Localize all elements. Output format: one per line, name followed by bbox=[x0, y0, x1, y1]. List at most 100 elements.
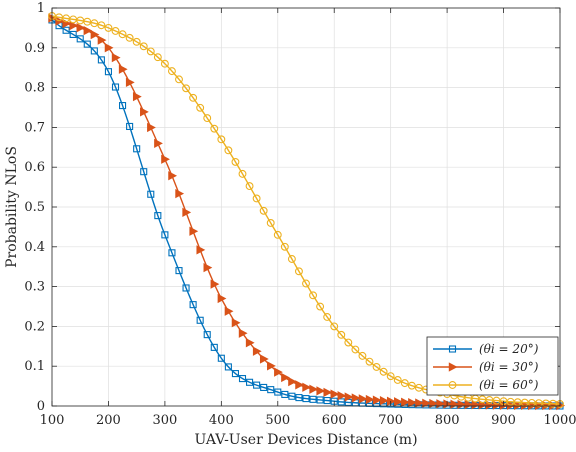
data-point bbox=[118, 64, 128, 74]
data-point bbox=[132, 37, 141, 46]
data-point bbox=[344, 338, 353, 347]
data-point bbox=[147, 122, 156, 133]
data-point bbox=[288, 376, 297, 387]
data-point bbox=[521, 400, 530, 411]
data-point bbox=[104, 43, 114, 53]
data-point bbox=[330, 322, 339, 331]
data-point bbox=[238, 328, 248, 338]
data-point bbox=[76, 35, 84, 43]
data-point bbox=[323, 313, 332, 321]
data-point bbox=[259, 206, 268, 215]
x-tick-label: 200 bbox=[96, 413, 121, 428]
data-point bbox=[316, 396, 324, 404]
data-point bbox=[337, 391, 347, 401]
data-point bbox=[119, 102, 127, 110]
data-point bbox=[217, 135, 226, 144]
data-point bbox=[365, 357, 374, 366]
data-point bbox=[140, 107, 149, 117]
data-point bbox=[422, 398, 432, 408]
data-point bbox=[126, 122, 134, 131]
y-axis: 0 0.1 0.2 0.3 0.4 0.5 0.6 0.7 0.8 0.9 1 bbox=[24, 1, 560, 414]
data-point bbox=[224, 306, 234, 316]
data-point bbox=[175, 75, 183, 84]
legend-label: (θi = 60°) bbox=[479, 378, 539, 392]
data-point bbox=[379, 367, 388, 376]
data-point bbox=[196, 103, 205, 112]
data-point bbox=[69, 30, 77, 38]
data-point bbox=[281, 390, 289, 398]
data-point bbox=[414, 383, 423, 392]
data-point bbox=[97, 35, 107, 45]
data-point bbox=[97, 56, 105, 64]
x-tick-label: 1000 bbox=[543, 413, 576, 428]
y-tick-label: 1 bbox=[37, 1, 45, 16]
data-point bbox=[252, 194, 261, 203]
x-tick-label: 100 bbox=[40, 413, 65, 428]
y-tick-label: 0.9 bbox=[24, 41, 45, 56]
data-point bbox=[154, 138, 163, 149]
data-point bbox=[316, 386, 326, 396]
data-point bbox=[203, 263, 213, 273]
legend-label: (θi = 30°) bbox=[479, 360, 539, 374]
data-point bbox=[365, 394, 375, 405]
data-point bbox=[400, 379, 409, 388]
data-point bbox=[140, 168, 148, 176]
data-point bbox=[203, 331, 211, 339]
legend-entry-3: (θi = 60°) bbox=[433, 378, 539, 392]
data-point bbox=[238, 169, 247, 178]
data-point bbox=[294, 267, 303, 276]
y-tick-label: 0.2 bbox=[24, 319, 45, 334]
y-tick-label: 0.6 bbox=[24, 160, 45, 175]
data-point bbox=[132, 92, 142, 102]
data-point bbox=[274, 388, 282, 396]
x-tick-label: 800 bbox=[435, 413, 460, 428]
data-point bbox=[97, 21, 106, 30]
legend-marker bbox=[448, 381, 457, 389]
data-point bbox=[415, 398, 424, 408]
data-point bbox=[316, 302, 325, 311]
data-point bbox=[358, 394, 368, 404]
data-point bbox=[90, 47, 98, 55]
x-tick-label: 600 bbox=[322, 413, 347, 428]
legend-entry-1: (θi = 20°) bbox=[433, 342, 539, 356]
data-point bbox=[492, 400, 502, 410]
data-point bbox=[407, 381, 416, 390]
data-point bbox=[111, 27, 120, 35]
data-point bbox=[260, 383, 268, 391]
data-point bbox=[266, 219, 275, 227]
data-point bbox=[210, 343, 218, 351]
data-point bbox=[358, 351, 367, 360]
data-point bbox=[323, 387, 333, 398]
x-tick-label: 500 bbox=[265, 413, 290, 428]
data-point bbox=[104, 68, 112, 76]
data-point bbox=[267, 361, 276, 371]
data-point bbox=[394, 397, 403, 407]
data-point bbox=[111, 53, 121, 63]
x-axis: 100 200 300 400 500 600 700 800 900 1000 bbox=[40, 8, 576, 428]
series-layer bbox=[48, 12, 566, 411]
data-point bbox=[238, 375, 247, 383]
data-point bbox=[125, 77, 135, 88]
data-point bbox=[175, 189, 185, 199]
data-point bbox=[161, 154, 170, 164]
x-tick-label: 400 bbox=[209, 413, 234, 428]
data-point bbox=[133, 145, 141, 153]
x-tick-label: 700 bbox=[378, 413, 403, 428]
y-tick-label: 0.4 bbox=[24, 240, 45, 255]
data-point bbox=[182, 207, 192, 217]
data-point bbox=[344, 392, 354, 402]
data-point bbox=[351, 393, 361, 403]
data-point bbox=[302, 382, 312, 392]
data-point bbox=[246, 378, 254, 386]
data-point bbox=[274, 367, 283, 377]
data-point bbox=[147, 190, 155, 198]
data-point bbox=[245, 182, 254, 191]
data-point bbox=[153, 53, 162, 62]
x-tick-label: 300 bbox=[152, 413, 177, 428]
data-point bbox=[309, 291, 318, 300]
data-point bbox=[83, 40, 91, 48]
x-axis-label: UAV-User Devices Distance (m) bbox=[194, 432, 417, 448]
data-point bbox=[231, 370, 239, 378]
data-point bbox=[281, 372, 290, 383]
data-point bbox=[351, 345, 360, 354]
